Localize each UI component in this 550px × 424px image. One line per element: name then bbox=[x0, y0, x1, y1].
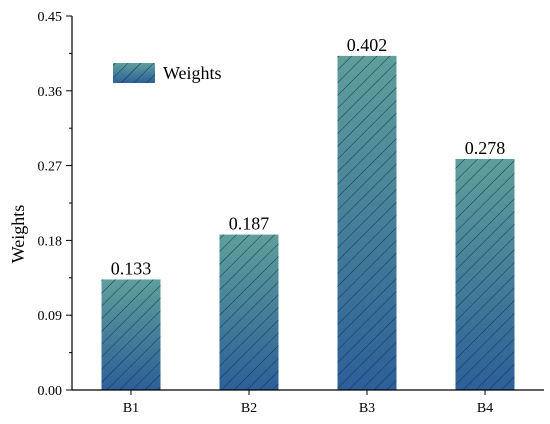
x-tick-label: B1 bbox=[123, 401, 139, 416]
data-label-b4: 0.278 bbox=[465, 138, 506, 158]
x-axis-ticks: B1 B2 B3 B4 bbox=[123, 390, 493, 416]
y-tick-label: 0.09 bbox=[38, 309, 63, 324]
data-label-b2: 0.187 bbox=[229, 214, 270, 234]
y-tick-label: 0.27 bbox=[38, 160, 63, 175]
data-labels: 0.133 0.187 0.402 0.278 bbox=[111, 35, 506, 279]
bar-hatch-b1 bbox=[101, 279, 161, 390]
bar-hatch-b2 bbox=[219, 234, 279, 390]
data-label-b3: 0.402 bbox=[347, 35, 388, 55]
y-tick-label: 0.00 bbox=[38, 384, 63, 399]
y-tick-label: 0.18 bbox=[38, 234, 63, 249]
y-tick-label: 0.45 bbox=[38, 10, 63, 25]
data-label-b1: 0.133 bbox=[111, 258, 152, 278]
bar-hatch-b3 bbox=[337, 55, 397, 390]
x-tick-label: B3 bbox=[359, 401, 375, 416]
bar-series bbox=[101, 55, 515, 390]
x-tick-label: B4 bbox=[477, 401, 493, 416]
y-axis-ticks: 0.00 0.09 0.18 0.27 0.36 0.45 bbox=[38, 10, 72, 399]
y-tick-label: 0.36 bbox=[38, 85, 63, 100]
legend: Weights bbox=[113, 63, 222, 83]
x-tick-label: B2 bbox=[241, 401, 257, 416]
bar-hatch-b4 bbox=[455, 158, 515, 390]
y-axis-title: Weights bbox=[8, 205, 28, 264]
legend-label: Weights bbox=[163, 63, 222, 83]
legend-swatch-hatch bbox=[113, 63, 155, 83]
